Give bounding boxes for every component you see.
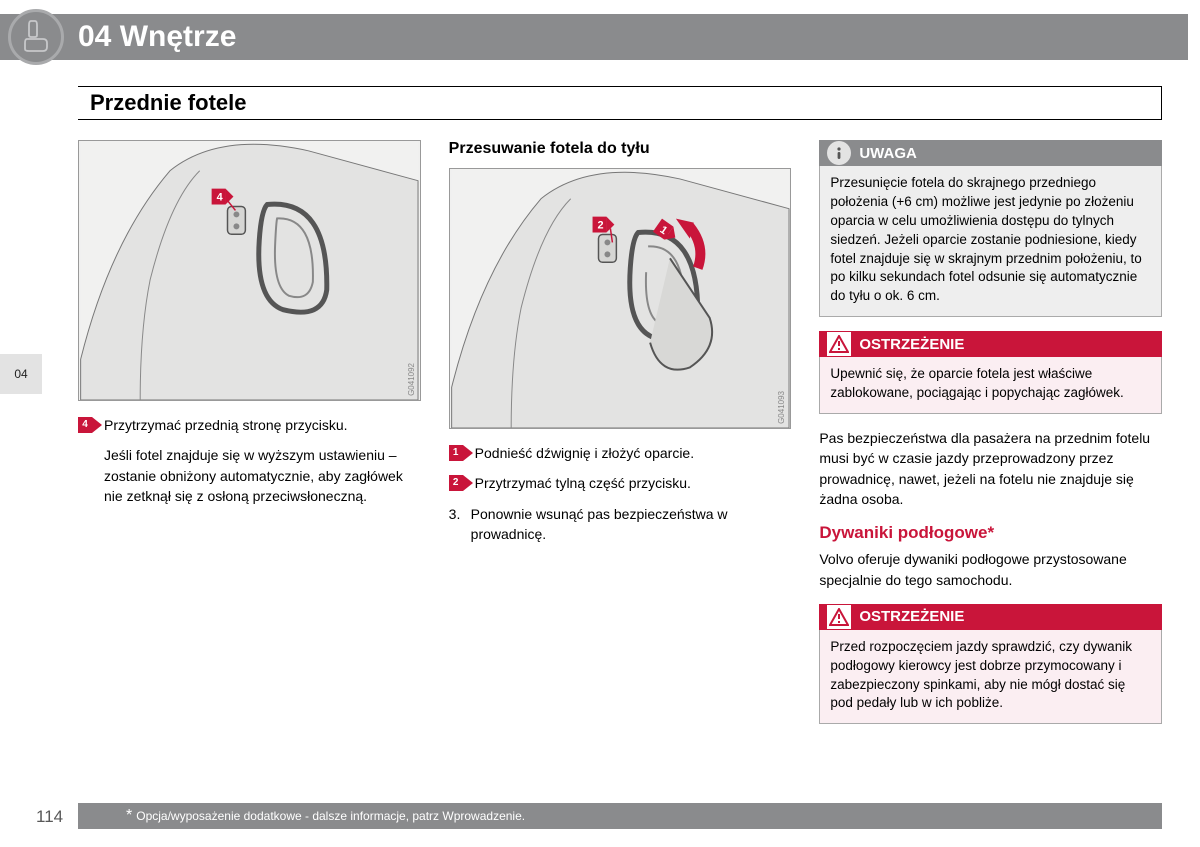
info-icon [827,141,851,165]
footnote-star-icon: * [126,808,132,824]
red-subheading: Dywaniki podłogowe* [819,523,1162,543]
chapter-header: 04 Wnętrze [0,14,1188,60]
step-2: 2 Przytrzymać tylną część przycisku. [449,473,792,493]
seat-illustration-1-svg: 4 [79,141,420,400]
warning-2-body: Przed rozpoczęciem jazdy sprawdzić, czy … [819,630,1162,725]
seat-icon-svg [21,19,51,55]
section-title: Przednie fotele [90,90,246,116]
warning-icon [827,605,851,629]
side-tab: 04 [0,354,42,394]
page-number: 114 [36,807,63,827]
column-2: Przesuwanie fotela do tyłu [449,136,792,787]
col3-body-2: Volvo oferuje dywaniki podłogowe przysto… [819,549,1162,590]
footer-bar: * Opcja/wyposażenie dodatkowe - dalsze i… [78,803,1162,829]
step-marker-1-icon: 1 [449,445,471,461]
note-body: Przesunięcie fotela do skrajnego przedni… [819,166,1162,317]
column-1: 4 G041092 4 Przytrzymać przednią stronę … [78,136,421,787]
image-code-1: G041092 [407,363,416,396]
warning-2-title: OSTRZEŻENIE [859,608,964,625]
svg-text:2: 2 [597,220,603,232]
note-box: UWAGA Przesunięcie fotela do skrajnego p… [819,140,1162,317]
footer-text: Opcja/wyposażenie dodatkowe - dalsze inf… [136,809,525,823]
step-marker-4-icon: 4 [78,417,100,433]
side-tab-label: 04 [14,367,27,381]
step-3-text: Ponownie wsunąć pas bezpieczeństwa w pro… [471,504,792,545]
step-4-text: Przytrzymać przednią stronę przycisku. [104,415,421,435]
column-3: UWAGA Przesunięcie fotela do skrajnego p… [819,136,1162,787]
step-1: 1 Podnieść dźwignię i złożyć oparcie. [449,443,792,463]
warning-box-2: OSTRZEŻENIE Przed rozpoczęciem jazdy spr… [819,604,1162,725]
warning-icon [827,332,851,356]
content-area: 4 G041092 4 Przytrzymać przednią stronę … [78,136,1162,787]
chapter-title: 04 Wnętrze [78,20,236,54]
col2-heading: Przesuwanie fotela do tyłu [449,140,792,158]
seat-icon [8,9,64,65]
warning-1-title: OSTRZEŻENIE [859,336,964,353]
step-3-num: 3. [449,504,471,545]
col1-body: Jeśli fotel znajduje się w wyższym ustaw… [104,445,421,506]
step-2-text: Przytrzymać tylną część przycisku. [475,473,792,493]
step-1-text: Podnieść dźwignię i złożyć oparcie. [475,443,792,463]
step-4: 4 Przytrzymać przednią stronę przycisku. [78,415,421,435]
step-3: 3. Ponownie wsunąć pas bezpieczeństwa w … [449,504,792,545]
image-code-2: G041093 [777,391,786,424]
note-title: UWAGA [859,145,917,162]
warning-1-body: Upewnić się, że oparcie fotela jest właś… [819,357,1162,414]
warning-2-header: OSTRZEŻENIE [819,604,1162,630]
illustration-2: 2 1 G041093 [449,168,792,429]
seat-illustration-2-svg: 2 1 [450,169,791,428]
illustration-1: 4 G041092 [78,140,421,401]
warning-1-header: OSTRZEŻENIE [819,331,1162,357]
warning-box-1: OSTRZEŻENIE Upewnić się, że oparcie fote… [819,331,1162,414]
svg-text:4: 4 [217,192,223,204]
note-header: UWAGA [819,140,1162,166]
section-title-box: Przednie fotele [78,86,1162,120]
step-marker-2-icon: 2 [449,475,471,491]
col3-body-1: Pas bezpieczeństwa dla pasażera na przed… [819,428,1162,509]
